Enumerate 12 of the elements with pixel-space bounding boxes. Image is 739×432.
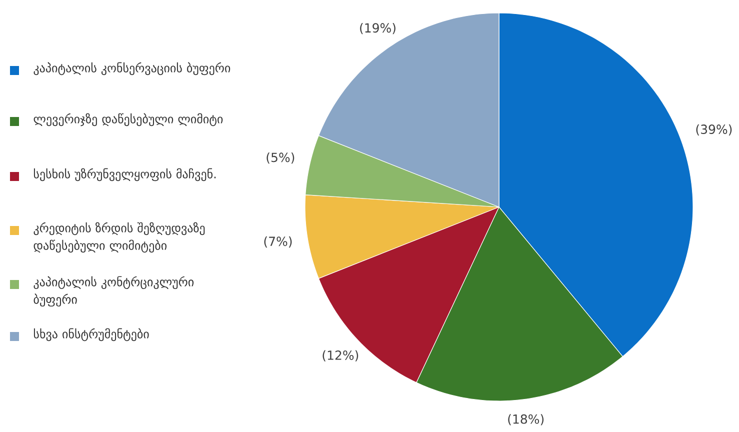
legend-label: კაპიტალის კონსერვაციის ბუფერი [34,62,230,76]
legend-label: ლევერიჯზე დაწესებული ლიმიტი [34,113,223,126]
data-label: (5%) [266,152,294,164]
data-label: (19%) [360,22,396,34]
data-label: (7%) [264,236,292,248]
data-label: (18%) [508,414,544,426]
legend-label: კრედიტის ზრდის შეზღუდვაზე დაწესებული ლიმიტები [34,222,205,253]
legend-label: კაპიტალის კონტრციკლური ბუფერი [34,276,194,307]
legend-label: სესხის უზრუნველყოფის მაჩვენ. [34,168,216,182]
data-label: (12%) [322,350,358,362]
legend-label: სხვა ინსტრუმენტები [34,328,149,342]
data-label: (39%) [696,124,732,136]
